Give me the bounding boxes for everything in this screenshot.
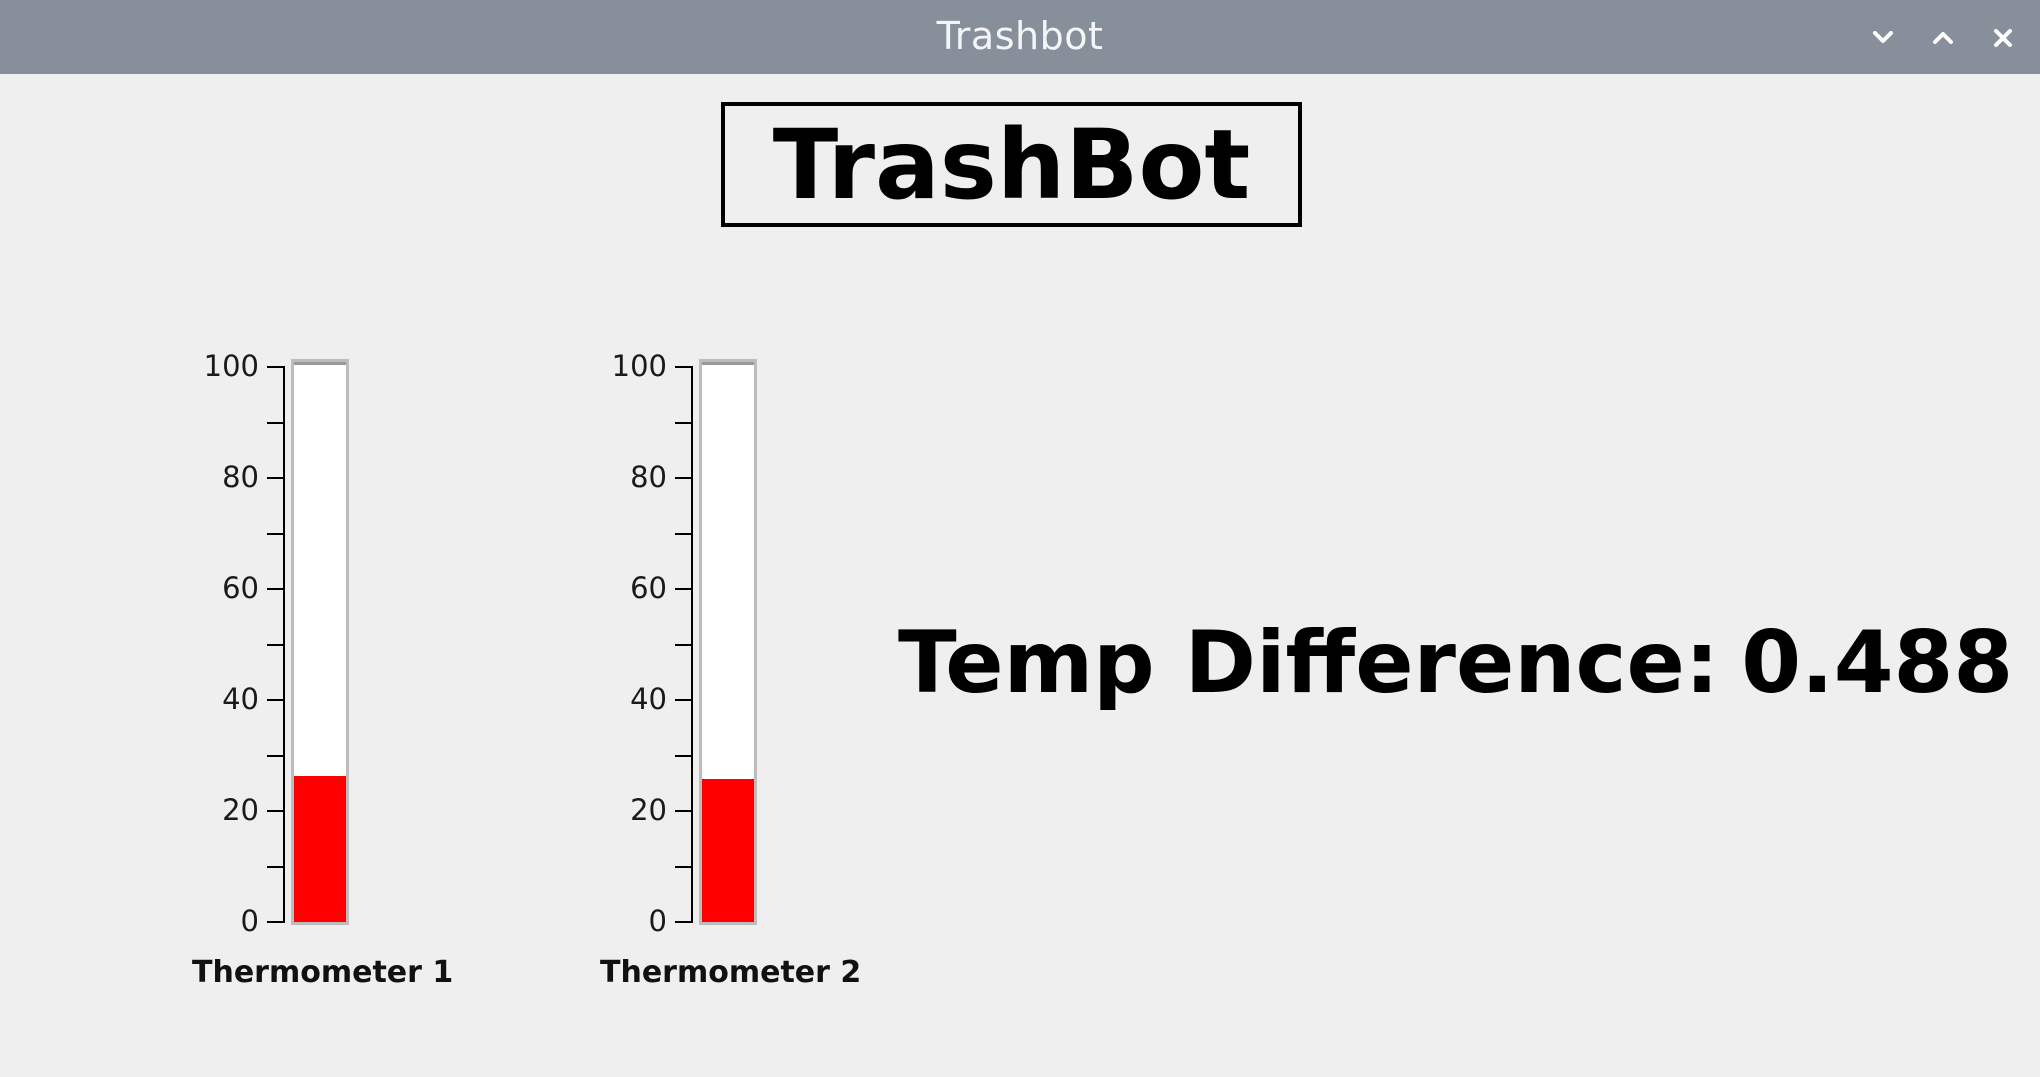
major-tick [675, 810, 693, 812]
major-tick [267, 588, 285, 590]
major-tick [267, 477, 285, 479]
minor-tick [675, 643, 693, 646]
minor-tick [267, 865, 285, 868]
major-tick [675, 366, 693, 368]
tick-label: 40 [222, 682, 259, 716]
major-tick [675, 921, 693, 923]
temp-difference: Temp Difference: 0.488 [898, 620, 2013, 706]
close-button[interactable] [1983, 18, 2023, 58]
major-tick [267, 699, 285, 701]
tick-label: 0 [648, 904, 667, 938]
major-tick [675, 477, 693, 479]
major-tick [675, 588, 693, 590]
thermometer-label: Thermometer 2 [600, 955, 862, 990]
maximize-button[interactable] [1923, 18, 1963, 58]
thermometer-tube [699, 359, 757, 925]
major-tick [267, 366, 285, 368]
title-bar[interactable]: Trashbot [0, 0, 2040, 74]
minor-tick [267, 421, 285, 424]
major-tick [267, 921, 285, 923]
temp-difference-value: 0.488 [1741, 613, 2014, 713]
tube-top-edge [294, 362, 346, 365]
minor-tick [267, 532, 285, 535]
tick-label: 20 [630, 793, 667, 827]
tick-label: 60 [222, 571, 259, 605]
minor-tick [675, 532, 693, 535]
thermometer-label: Thermometer 1 [192, 955, 454, 990]
temp-difference-label: Temp Difference: [898, 613, 1720, 713]
window-title: Trashbot [936, 14, 1104, 58]
tick-label: 100 [203, 349, 259, 383]
chevron-down-icon [1873, 31, 1893, 43]
tube-top-edge [702, 362, 754, 365]
minor-tick [675, 865, 693, 868]
close-icon [1994, 29, 2012, 47]
chevron-up-icon [1933, 32, 1953, 44]
tick-label: 20 [222, 793, 259, 827]
tick-label: 80 [222, 460, 259, 494]
major-tick [267, 810, 285, 812]
minor-tick [675, 421, 693, 424]
thermometer-2: 100 80 60 40 20 0 Thermometer 2 [588, 340, 908, 1000]
tick-label: 0 [240, 904, 259, 938]
app-title: TrashBot [772, 108, 1251, 221]
thermometer-1: 100 80 60 40 20 0 Thermometer 1 [180, 340, 500, 1000]
tick-label: 80 [630, 460, 667, 494]
major-tick [675, 699, 693, 701]
minor-tick [675, 754, 693, 757]
tick-label: 60 [630, 571, 667, 605]
thermometer-fill [702, 779, 754, 922]
minimize-button[interactable] [1863, 18, 1903, 58]
tick-label: 100 [611, 349, 667, 383]
minor-tick [267, 643, 285, 646]
minor-tick [267, 754, 285, 757]
thermometer-fill [294, 776, 346, 922]
app-title-box: TrashBot [721, 102, 1302, 227]
tick-label: 40 [630, 682, 667, 716]
thermometer-tube [291, 359, 349, 925]
